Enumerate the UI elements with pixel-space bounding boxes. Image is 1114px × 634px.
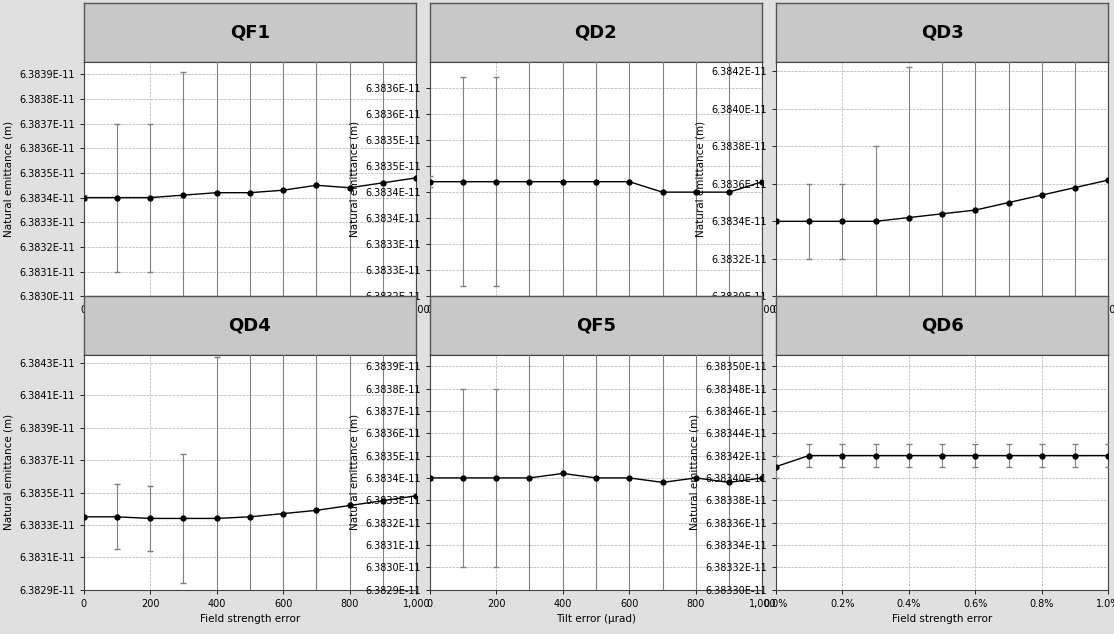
Text: QD2: QD2: [575, 23, 617, 41]
Text: QF5: QF5: [576, 317, 616, 335]
X-axis label: Field strength error: Field strength error: [546, 321, 646, 331]
Y-axis label: Natural emittance (m): Natural emittance (m): [695, 121, 705, 237]
X-axis label: Field strength error: Field strength error: [199, 321, 300, 331]
Y-axis label: Natural emittance (m): Natural emittance (m): [350, 121, 360, 237]
Y-axis label: Natural emittance (m): Natural emittance (m): [3, 121, 13, 237]
Y-axis label: Natural emittance (m): Natural emittance (m): [690, 414, 700, 531]
X-axis label: Field strength error: Field strength error: [199, 614, 300, 624]
Y-axis label: Natural emittance (m): Natural emittance (m): [350, 414, 360, 531]
Text: QD6: QD6: [920, 317, 964, 335]
X-axis label: Tilt error (μrad): Tilt error (μrad): [556, 614, 636, 624]
Text: QF1: QF1: [229, 23, 270, 41]
X-axis label: Field strength error: Field strength error: [892, 614, 993, 624]
X-axis label: Field strength error: Field strength error: [892, 321, 993, 331]
Text: QD4: QD4: [228, 317, 272, 335]
Text: QD3: QD3: [920, 23, 964, 41]
Y-axis label: Natural emittance (m): Natural emittance (m): [3, 414, 13, 531]
